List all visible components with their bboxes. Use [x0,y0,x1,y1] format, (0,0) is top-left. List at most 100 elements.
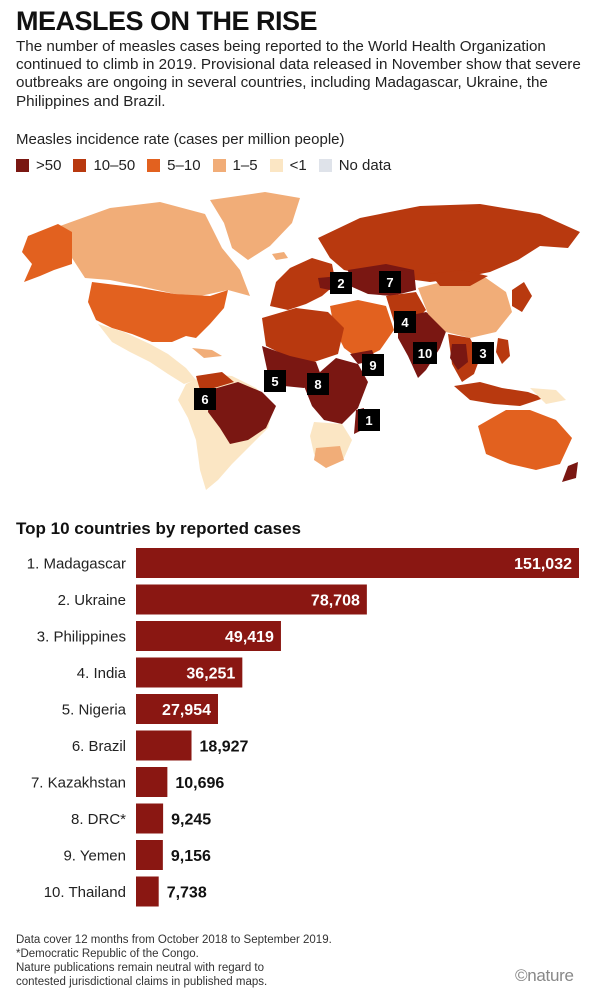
map-marker-10: 10 [413,342,437,364]
map-marker-label: 8 [314,377,321,392]
map-marker-label: 7 [386,275,393,290]
map-marker-2: 2 [330,272,352,294]
map-region-north-africa [262,308,344,362]
bar-2 [136,584,367,615]
legend-swatch [73,159,87,172]
category-label: 1. Madagascar [27,556,126,573]
map-marker-1: 1 [358,409,380,431]
map-region-russia [318,204,580,282]
bar-7 [136,767,168,797]
legend-label: No data [338,157,392,174]
bar-9 [136,840,163,870]
value-label: 49,419 [225,629,274,646]
map-region-caribbean [192,348,222,358]
legend-item-10-50: 10–50 [73,157,135,174]
bar-1 [136,548,579,578]
legend-swatch [147,159,161,172]
map-region-usa [88,282,228,342]
legend-label: >50 [36,157,62,174]
legend-label: 1–5 [232,157,258,174]
bar-3 [136,621,281,651]
footnotes: Data cover 12 months from October 2018 t… [16,933,332,989]
map-region-south-africa [314,446,344,468]
map-marker-7: 7 [379,271,401,293]
map-region-japan [512,282,532,312]
map-region-middle-east [330,300,394,360]
map-marker-4: 4 [394,311,416,333]
map-region-alaska [22,224,72,282]
legend-item-no-data: No data [318,157,392,174]
value-label: 78,708 [311,593,360,610]
map-region-mexico [98,324,196,384]
map-region-iceland [272,252,288,260]
category-label: 8. DRC* [71,811,126,828]
map-region-australia [478,410,572,470]
footnote: contested jurisdictional claims in publi… [16,976,268,988]
map-marker-5: 5 [264,370,286,392]
value-label: 151,032 [514,556,572,573]
value-label: 9,156 [171,848,211,865]
chart-title: MEASLES ON THE RISE [16,6,318,36]
map-marker-label: 9 [369,358,376,373]
footnote: Data cover 12 months from October 2018 t… [16,934,332,946]
map-marker-8: 8 [307,373,329,395]
legend-item-5-10: 5–10 [147,157,201,174]
bar-chart-title: Top 10 countries by reported cases [16,519,301,538]
legend-label: 10–50 [93,157,136,174]
value-label: 9,245 [171,812,211,829]
map-marker-label: 3 [479,346,486,361]
map-region-mongolia [430,270,488,286]
map-marker-label: 1 [365,413,372,428]
bar-6 [136,730,192,761]
category-label: 3. Philippines [37,629,126,646]
category-label: 10. Thailand [44,884,126,901]
legend: >50 10–50 5–10 1–5 <1 No data [16,157,403,174]
legend-label: <1 [289,157,307,174]
legend-swatch [318,159,332,172]
category-label: 6. Brazil [72,738,126,755]
map-marker-label: 10 [418,346,432,361]
map-marker-label: 6 [201,392,208,407]
legend-title: Measles incidence rate (cases per millio… [16,131,345,148]
map-region-greenland [210,192,300,260]
value-label: 18,927 [200,739,249,756]
bar-5 [136,694,218,724]
legend-item-gt50: >50 [16,157,61,174]
map-marker-9: 9 [362,354,384,376]
bar-10 [136,876,159,907]
value-label: 27,954 [162,702,211,719]
map-marker-3: 3 [472,342,494,364]
footnote: Nature publications remain neutral with … [16,962,265,974]
bar-8 [136,803,164,834]
map-marker-label: 4 [401,315,409,330]
world-map: 7 2 4 10 3 9 5 8 6 1 [22,192,580,490]
map-region-papua [530,388,566,404]
map-region-brazil [208,382,276,444]
map-region-venezuela [196,372,234,390]
legend-swatch [16,159,29,172]
map-marker-label: 5 [271,374,278,389]
legend-item-lt1: <1 [269,157,307,174]
category-label: 2. Ukraine [58,592,126,609]
map-region-indonesia [454,382,544,406]
category-label: 7. Kazakhstan [31,775,126,792]
category-label: 5. Nigeria [62,702,127,719]
legend-swatch [212,159,226,172]
chart-subtitle: The number of measles cases being report… [16,38,581,110]
map-marker-label: 2 [337,276,344,291]
map-region-europe [270,258,336,310]
bar-4 [136,657,243,688]
legend-swatch [269,159,283,172]
value-label: 7,738 [167,885,207,902]
nature-logo: ©nature [515,966,574,985]
value-label: 10,696 [175,775,224,792]
category-label: 9. Yemen [63,848,126,865]
map-region-china [418,278,512,338]
value-label: 36,251 [186,666,235,683]
map-region-canada [60,202,250,296]
map-region-thailand [450,344,468,370]
footnote: *Democratic Republic of the Congo. [16,948,199,960]
legend-label: 5–10 [167,157,201,174]
map-region-philippines [496,338,510,364]
